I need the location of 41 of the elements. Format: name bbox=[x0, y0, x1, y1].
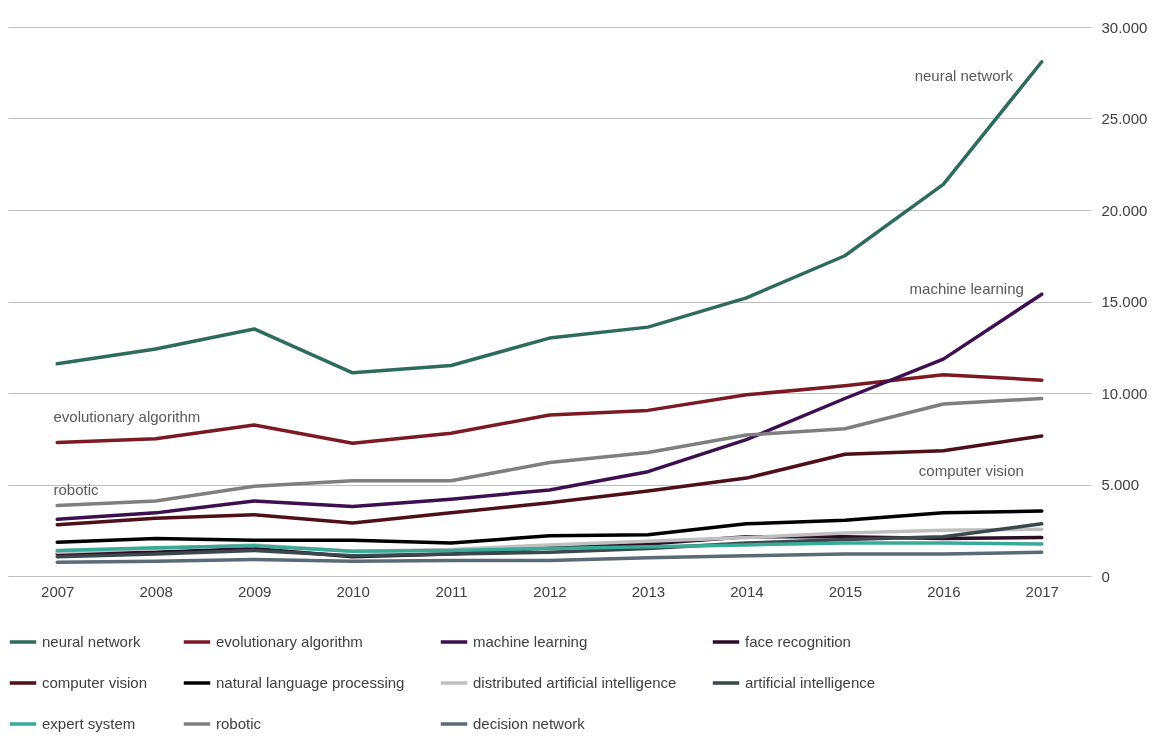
legend-label: evolutionary algorithm bbox=[216, 633, 363, 650]
line-series bbox=[55, 60, 1044, 375]
annotation: neural network bbox=[914, 67, 1014, 85]
x-tick-label: 2013 bbox=[631, 582, 666, 600]
legend-label: artificial intelligence bbox=[745, 674, 876, 691]
x-tick-label: 2016 bbox=[927, 582, 961, 600]
x-tick-label: 2009 bbox=[237, 582, 272, 600]
x-tick-label: 2014 bbox=[730, 582, 764, 600]
annotation: machine learning bbox=[909, 280, 1024, 298]
x-tick-label: 2010 bbox=[336, 582, 370, 600]
y-tick-label: 30.000 bbox=[1101, 18, 1148, 36]
x-tick-label: 2017 bbox=[1025, 582, 1059, 600]
legend-label: distributed artificial intelligence bbox=[473, 674, 677, 691]
legend-label: machine learning bbox=[473, 633, 588, 650]
legend-label: natural language processing bbox=[216, 674, 405, 691]
x-tick-label: 2007 bbox=[41, 582, 75, 600]
y-tick-label: 0 bbox=[1101, 567, 1110, 585]
line-series bbox=[55, 550, 1044, 565]
line-series bbox=[55, 509, 1044, 545]
annotation: robotic bbox=[53, 480, 100, 498]
annotation: computer vision bbox=[918, 461, 1024, 479]
x-tick-label: 2012 bbox=[533, 582, 567, 600]
x-tick-label: 2015 bbox=[828, 582, 863, 600]
x-tick-label: 2008 bbox=[139, 582, 173, 600]
y-tick-label: 10.000 bbox=[1101, 384, 1148, 402]
legend-label: neural network bbox=[42, 633, 141, 650]
line-series bbox=[55, 396, 1044, 508]
legend-label: face recognition bbox=[745, 633, 851, 650]
legend-label: decision network bbox=[473, 715, 586, 732]
y-tick-label: 25.000 bbox=[1101, 110, 1148, 127]
legend-label: robotic bbox=[216, 715, 262, 732]
y-tick-label: 15.000 bbox=[1101, 293, 1148, 310]
line-series bbox=[55, 541, 1044, 554]
x-tick-label: 2011 bbox=[435, 582, 468, 600]
y-tick-label: 20.000 bbox=[1101, 201, 1148, 219]
annotation: evolutionary algorithm bbox=[53, 408, 201, 426]
legend-label: computer vision bbox=[42, 674, 148, 691]
line-series bbox=[55, 434, 1044, 527]
legend-label: expert system bbox=[42, 715, 136, 732]
y-tick-label: 5.000 bbox=[1101, 476, 1140, 493]
line-series bbox=[55, 372, 1044, 446]
